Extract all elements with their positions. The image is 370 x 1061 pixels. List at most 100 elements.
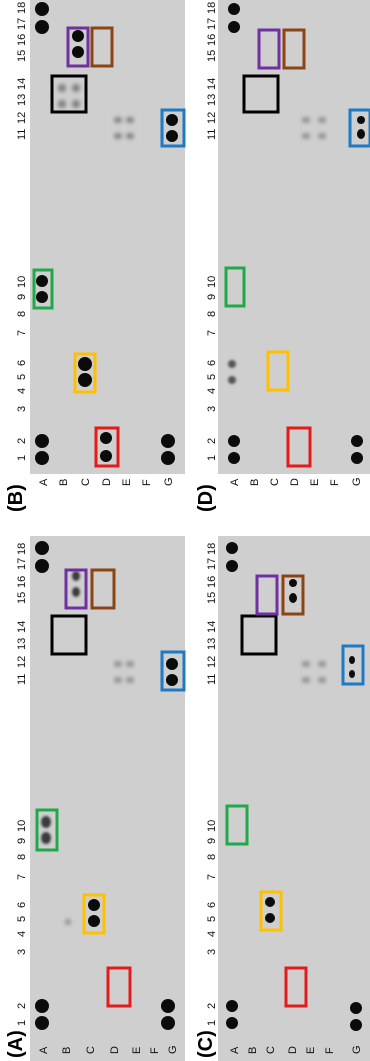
box-black <box>242 74 280 114</box>
spot <box>35 2 49 16</box>
row-tick: D <box>287 1046 299 1054</box>
spot <box>302 661 310 667</box>
faint-spots-d2 <box>302 117 326 139</box>
column-ticks-b: 1 2 3 4 5 6 7 8 9 10 11 12 13 14 15 16 1… <box>16 2 28 461</box>
spot <box>318 677 326 683</box>
box-purple <box>64 568 88 610</box>
spot <box>318 661 326 667</box>
spot <box>35 999 49 1013</box>
row-tick: G <box>163 477 175 486</box>
spots-c <box>226 542 362 1031</box>
spot <box>114 133 122 139</box>
col-tick: 14 <box>16 78 28 90</box>
spot <box>72 571 80 581</box>
col-tick: 18 <box>16 543 28 555</box>
box-black <box>50 74 88 114</box>
col-tick: 1 <box>16 455 28 461</box>
spot <box>166 130 178 142</box>
col-tick: 3 <box>206 949 218 955</box>
col-tick: 1 <box>206 1020 218 1026</box>
spot <box>36 291 48 303</box>
col-tick: 13 <box>206 94 218 106</box>
col-tick: 9 <box>206 838 218 844</box>
spot <box>72 46 84 58</box>
spot <box>166 674 178 686</box>
spot <box>35 451 49 465</box>
spot <box>350 1002 362 1014</box>
spot <box>72 587 80 597</box>
row-tick: D <box>109 1046 121 1054</box>
box-black <box>240 614 278 656</box>
spot <box>228 435 240 447</box>
col-tick: 18 <box>206 2 218 14</box>
col-tick: 17 <box>16 18 28 30</box>
spot <box>126 677 134 683</box>
spots-a <box>35 541 178 1030</box>
col-tick: 2 <box>206 1003 218 1009</box>
row-tick: B <box>247 1047 259 1054</box>
panel-label: (A) <box>5 1030 27 1058</box>
col-tick: 12 <box>16 112 28 124</box>
box-blue <box>348 108 370 148</box>
spots-d <box>228 3 365 464</box>
faint-spots-a <box>65 661 134 925</box>
spot <box>36 275 48 287</box>
spot <box>100 432 112 444</box>
spot <box>265 897 275 907</box>
spot <box>161 451 175 465</box>
boxes-b <box>32 26 186 468</box>
spot <box>114 677 122 683</box>
row-tick: C <box>80 478 92 486</box>
col-tick: 14 <box>206 78 218 90</box>
col-tick: 18 <box>206 543 218 555</box>
col-tick: 12 <box>16 656 28 668</box>
spot <box>351 435 363 447</box>
col-tick: 2 <box>206 438 218 444</box>
box-green <box>225 804 249 846</box>
col-tick: 2 <box>16 1003 28 1009</box>
row-tick: E <box>131 1047 143 1054</box>
col-tick: 4 <box>206 931 218 937</box>
spot <box>35 1016 49 1030</box>
col-tick: 10 <box>206 820 218 832</box>
box-yellow <box>82 893 106 935</box>
col-tick: 4 <box>16 388 28 394</box>
col-tick: 6 <box>16 360 28 366</box>
box-blue <box>341 644 365 686</box>
box-red <box>284 966 308 1008</box>
panel-label: (D) <box>195 484 217 512</box>
col-tick: 10 <box>16 276 28 288</box>
box-red <box>106 966 132 1008</box>
faint-spots-c <box>302 661 326 683</box>
panel-label: (B) <box>5 484 27 512</box>
spot <box>349 656 355 664</box>
spot <box>72 30 84 42</box>
col-tick: 9 <box>16 294 28 300</box>
membrane-b <box>30 0 185 474</box>
col-tick: 8 <box>206 854 218 860</box>
col-tick: 12 <box>206 112 218 124</box>
col-tick: 17 <box>16 558 28 570</box>
col-tick: 8 <box>16 854 28 860</box>
col-tick: 3 <box>16 406 28 412</box>
spot <box>78 357 92 371</box>
col-tick: 5 <box>206 374 218 380</box>
spot <box>302 677 310 683</box>
box-brown <box>281 574 305 616</box>
spot <box>318 117 326 123</box>
col-tick: 11 <box>16 129 28 140</box>
row-tick: F <box>329 479 341 486</box>
spot <box>41 832 51 844</box>
spot <box>114 661 122 667</box>
col-tick: 15 <box>16 50 28 62</box>
spot <box>226 560 238 572</box>
col-tick: 14 <box>206 621 218 633</box>
col-tick: 4 <box>16 931 28 937</box>
col-tick: 13 <box>16 94 28 106</box>
box-brown <box>282 28 306 70</box>
panel-d: 1 2 3 4 5 6 7 8 9 10 11 12 13 14 15 16 1… <box>195 0 370 512</box>
spot <box>58 100 66 108</box>
col-tick: 9 <box>16 838 28 844</box>
row-tick: F <box>324 1047 336 1054</box>
row-tick: C <box>85 1046 97 1054</box>
